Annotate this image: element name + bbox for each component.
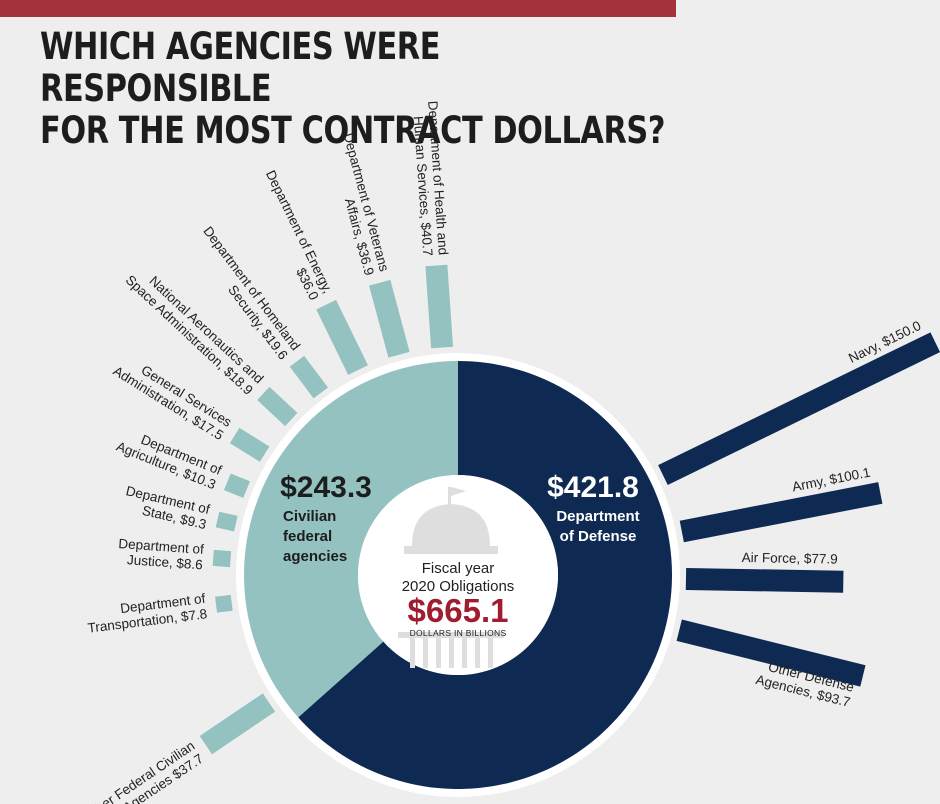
- bar-group-other-federal-civilian-agencies: [199, 693, 276, 755]
- slice-civilian-federal-agencies: [244, 361, 458, 718]
- bar-group-national-aeronautics-and-space-administration: [257, 386, 298, 427]
- dome-column: [410, 638, 415, 668]
- label-department-of-justice-line-1: Department of: [118, 536, 205, 557]
- center-units: DOLLARS IN BILLIONS: [410, 628, 507, 638]
- bar-department-of-energy: [316, 299, 368, 375]
- dome-column: [423, 638, 428, 668]
- slice-department-of-defense: [298, 361, 673, 790]
- dome-top: [412, 504, 490, 546]
- bar-department-of-homeland-security: [289, 355, 328, 399]
- bar-group-army: [679, 482, 883, 543]
- civilian-label-line-2: federal: [283, 528, 332, 545]
- bar-group-navy: [658, 332, 940, 485]
- bar-department-of-veterans-affairs: [369, 279, 410, 358]
- title-line-1: WHICH AGENCIES WERE RESPONSIBLE: [40, 25, 441, 110]
- defense-label-line-2: of Defense: [560, 528, 637, 545]
- dome-entablature: [398, 632, 504, 638]
- civilian-value: $243.3: [280, 471, 372, 504]
- title-line-2: FOR THE MOST CONTRACT DOLLARS?: [40, 109, 666, 152]
- center-line-1: Fiscal year: [422, 560, 495, 577]
- defense-label-line-1: Department: [556, 508, 639, 525]
- chart-title: WHICH AGENCIES WERE RESPONSIBLE FOR THE …: [40, 26, 680, 152]
- label-group-air-force: Air Force, $77.9: [742, 550, 838, 567]
- bar-group-general-services-administration: [229, 427, 270, 462]
- top-accent-bar: [0, 0, 676, 17]
- bar-department-of-state: [215, 511, 238, 532]
- civilian-label-line-3: agencies: [283, 548, 347, 565]
- bar-group-department-of-homeland-security: [289, 355, 328, 399]
- bar-other-defense-agencies: [676, 619, 866, 687]
- dome-column: [488, 638, 493, 668]
- dome-column: [462, 638, 467, 668]
- donut-center-hole: [358, 475, 558, 675]
- bar-group-air-force: [685, 567, 844, 593]
- dome-flagpole: [448, 487, 451, 511]
- dome-drum: [404, 546, 498, 554]
- label-air-force-line-1: Air Force, $77.9: [742, 550, 838, 567]
- bar-group-department-of-energy: [316, 299, 368, 375]
- bar-other-federal-civilian-agencies: [199, 693, 276, 755]
- center-total: $665.1: [408, 592, 509, 629]
- bar-group-department-of-health-and-human-services: [425, 264, 454, 349]
- bar-air-force: [685, 567, 844, 593]
- bar-army: [679, 482, 883, 543]
- dome-column: [475, 638, 480, 668]
- center-line-2: 2020 Obligations: [402, 578, 515, 595]
- bar-general-services-administration: [229, 427, 270, 462]
- bar-group-department-of-state: [215, 511, 238, 532]
- bar-group-department-of-veterans-affairs: [369, 279, 410, 358]
- bar-national-aeronautics-and-space-administration: [257, 386, 298, 427]
- bar-department-of-agriculture: [223, 473, 250, 498]
- capitol-dome-icon: [398, 487, 504, 668]
- bar-department-of-transportation: [215, 594, 233, 613]
- dome-column: [436, 638, 441, 668]
- dome-column: [449, 638, 454, 668]
- bar-department-of-health-and-human-services: [425, 264, 454, 349]
- donut-chart: [236, 353, 680, 797]
- radial-bars: [199, 264, 940, 755]
- label-group-department-of-energy: Department of Energy,$36.0: [263, 168, 336, 303]
- defense-value: $421.8: [547, 471, 639, 504]
- civilian-label-line-1: Civilian: [283, 508, 336, 525]
- bar-navy: [658, 332, 940, 485]
- label-rot-department-of-energy: Department of Energy,$36.0: [263, 168, 336, 303]
- bar-group-department-of-justice: [212, 549, 232, 568]
- bar-group-other-defense-agencies: [676, 619, 866, 687]
- bar-group-department-of-agriculture: [223, 473, 250, 498]
- bar-department-of-justice: [212, 549, 232, 568]
- dome-flag: [451, 487, 466, 496]
- bar-group-department-of-transportation: [215, 594, 233, 613]
- label-department-of-justice-line-2: Justice, $8.6: [127, 552, 204, 572]
